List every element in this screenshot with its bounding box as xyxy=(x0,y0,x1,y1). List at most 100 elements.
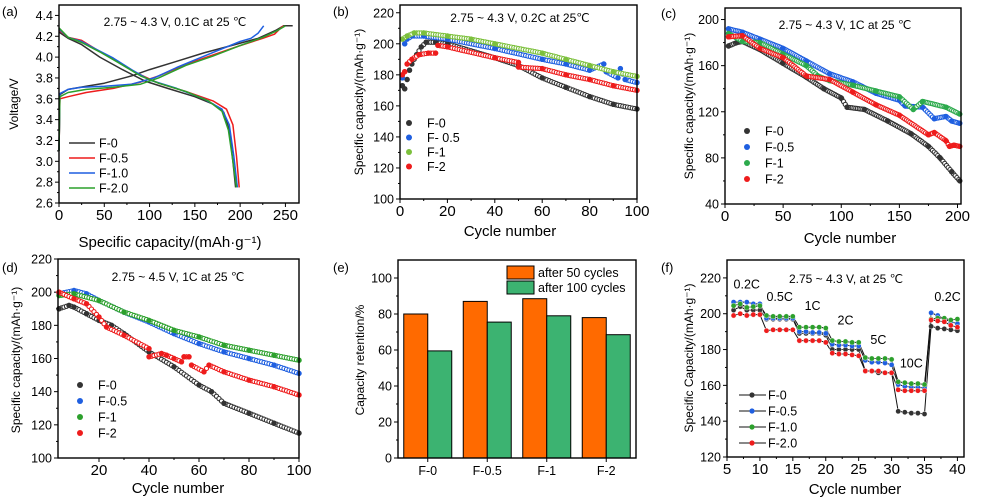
bar-after-50-cycles-F-1 xyxy=(522,298,548,459)
y-tick-label: 220 xyxy=(700,271,721,285)
data-point xyxy=(908,380,915,387)
x-tick-label: 100 xyxy=(624,203,649,220)
data-point xyxy=(873,102,879,108)
x-tick-label: 100 xyxy=(286,462,311,479)
data-point xyxy=(896,112,903,118)
data-point xyxy=(770,313,776,320)
data-point xyxy=(221,349,227,355)
y-tick-label: 200 xyxy=(31,286,52,300)
legend-marker xyxy=(749,440,755,446)
data-point xyxy=(796,324,803,331)
data-point xyxy=(96,297,102,304)
data-point xyxy=(539,56,545,62)
legend-swatch xyxy=(506,280,535,295)
x-tick-label: 20 xyxy=(439,203,456,220)
x-tick-label: 25 xyxy=(850,461,867,478)
data-point xyxy=(208,389,215,395)
data-point xyxy=(816,337,823,344)
y-tick-label: 100 xyxy=(371,272,392,286)
data-point xyxy=(757,39,763,46)
data-point xyxy=(468,36,474,42)
x-tick-label: 60 xyxy=(191,462,208,479)
data-point xyxy=(928,309,934,316)
data-point xyxy=(271,420,277,426)
data-point xyxy=(895,408,902,415)
y-tick-label: 2.6 xyxy=(36,197,53,211)
legend-label: after 50 cycles xyxy=(538,266,619,280)
data-point xyxy=(803,324,809,331)
x-tick-label: 5 xyxy=(723,461,731,478)
data-point xyxy=(421,30,427,36)
data-point xyxy=(402,68,408,75)
data-point xyxy=(803,62,810,69)
data-point xyxy=(925,143,932,150)
data-point xyxy=(744,312,750,319)
data-point xyxy=(862,354,869,361)
data-point xyxy=(873,88,879,94)
y-tick-label: 200 xyxy=(373,37,394,51)
data-point xyxy=(921,387,928,394)
y-tick-label: 0 xyxy=(385,452,392,466)
y-tick-label: 2.8 xyxy=(36,176,53,190)
data-point xyxy=(948,322,954,329)
data-point xyxy=(444,44,451,50)
data-point xyxy=(842,351,849,357)
data-point xyxy=(783,326,790,333)
data-point xyxy=(895,378,902,385)
y-tick-label: 120 xyxy=(31,418,52,432)
data-point xyxy=(908,130,914,137)
x-axis-label: Specific capacity/(mAh·g⁻¹) xyxy=(79,234,262,251)
data-point xyxy=(943,104,949,110)
plot-frame xyxy=(57,258,300,459)
data-point xyxy=(221,342,227,348)
data-point xyxy=(931,115,937,122)
data-point xyxy=(783,313,790,320)
legend-marker xyxy=(749,424,755,430)
data-point xyxy=(423,39,429,45)
data-point xyxy=(96,314,102,320)
y-tick-label: 220 xyxy=(31,253,52,267)
legend-marker xyxy=(77,414,83,420)
x-tick-label: F-1 xyxy=(537,464,556,478)
series-line-F-0-discharge xyxy=(58,31,237,188)
data-point xyxy=(563,56,569,62)
data-point xyxy=(790,326,796,333)
y-tick-label: 140 xyxy=(700,415,721,429)
legend-label: F-0 xyxy=(99,137,118,151)
data-point xyxy=(885,118,891,124)
data-point xyxy=(98,317,105,324)
data-point xyxy=(823,339,829,346)
plot-area xyxy=(399,30,640,112)
data-point xyxy=(941,318,948,325)
y-tick-label: 140 xyxy=(31,385,52,399)
y-axis-label: Specific capacity/(mAh·g⁻¹) xyxy=(352,29,366,175)
x-tick-label: 200 xyxy=(945,208,970,225)
y-tick-label: 3.6 xyxy=(36,92,53,106)
data-point xyxy=(103,324,110,330)
data-point xyxy=(196,340,202,347)
data-point xyxy=(919,104,926,110)
legend-marker xyxy=(406,120,412,126)
data-point xyxy=(750,303,757,310)
y-tick-label: 3.8 xyxy=(36,71,53,85)
legend-marker xyxy=(744,176,750,182)
legend-label: F-1 xyxy=(98,411,117,425)
x-tick-label: 100 xyxy=(829,208,854,225)
legend-label: after 100 cycles xyxy=(538,281,626,295)
data-point xyxy=(896,94,903,100)
legend-label: F-2.0 xyxy=(99,182,128,196)
x-tick-label: 200 xyxy=(228,207,253,224)
x-tick-label: 10 xyxy=(752,461,769,478)
rate-label: 0.2C xyxy=(734,278,760,292)
data-point xyxy=(902,409,908,416)
data-point xyxy=(908,387,915,394)
panel-label: (c) xyxy=(661,6,676,21)
plot-frame xyxy=(724,7,962,205)
data-point xyxy=(902,387,908,394)
y-axis-label: Specific Capacity/(mAh·g⁻¹) xyxy=(682,283,696,432)
data-point xyxy=(888,356,895,363)
chart-title: 2.75 ~ 4.3 V, 1C at 25 ℃ xyxy=(779,18,912,32)
data-point xyxy=(943,113,949,120)
data-point xyxy=(757,311,763,318)
rate-label: 0.2C xyxy=(934,290,960,304)
